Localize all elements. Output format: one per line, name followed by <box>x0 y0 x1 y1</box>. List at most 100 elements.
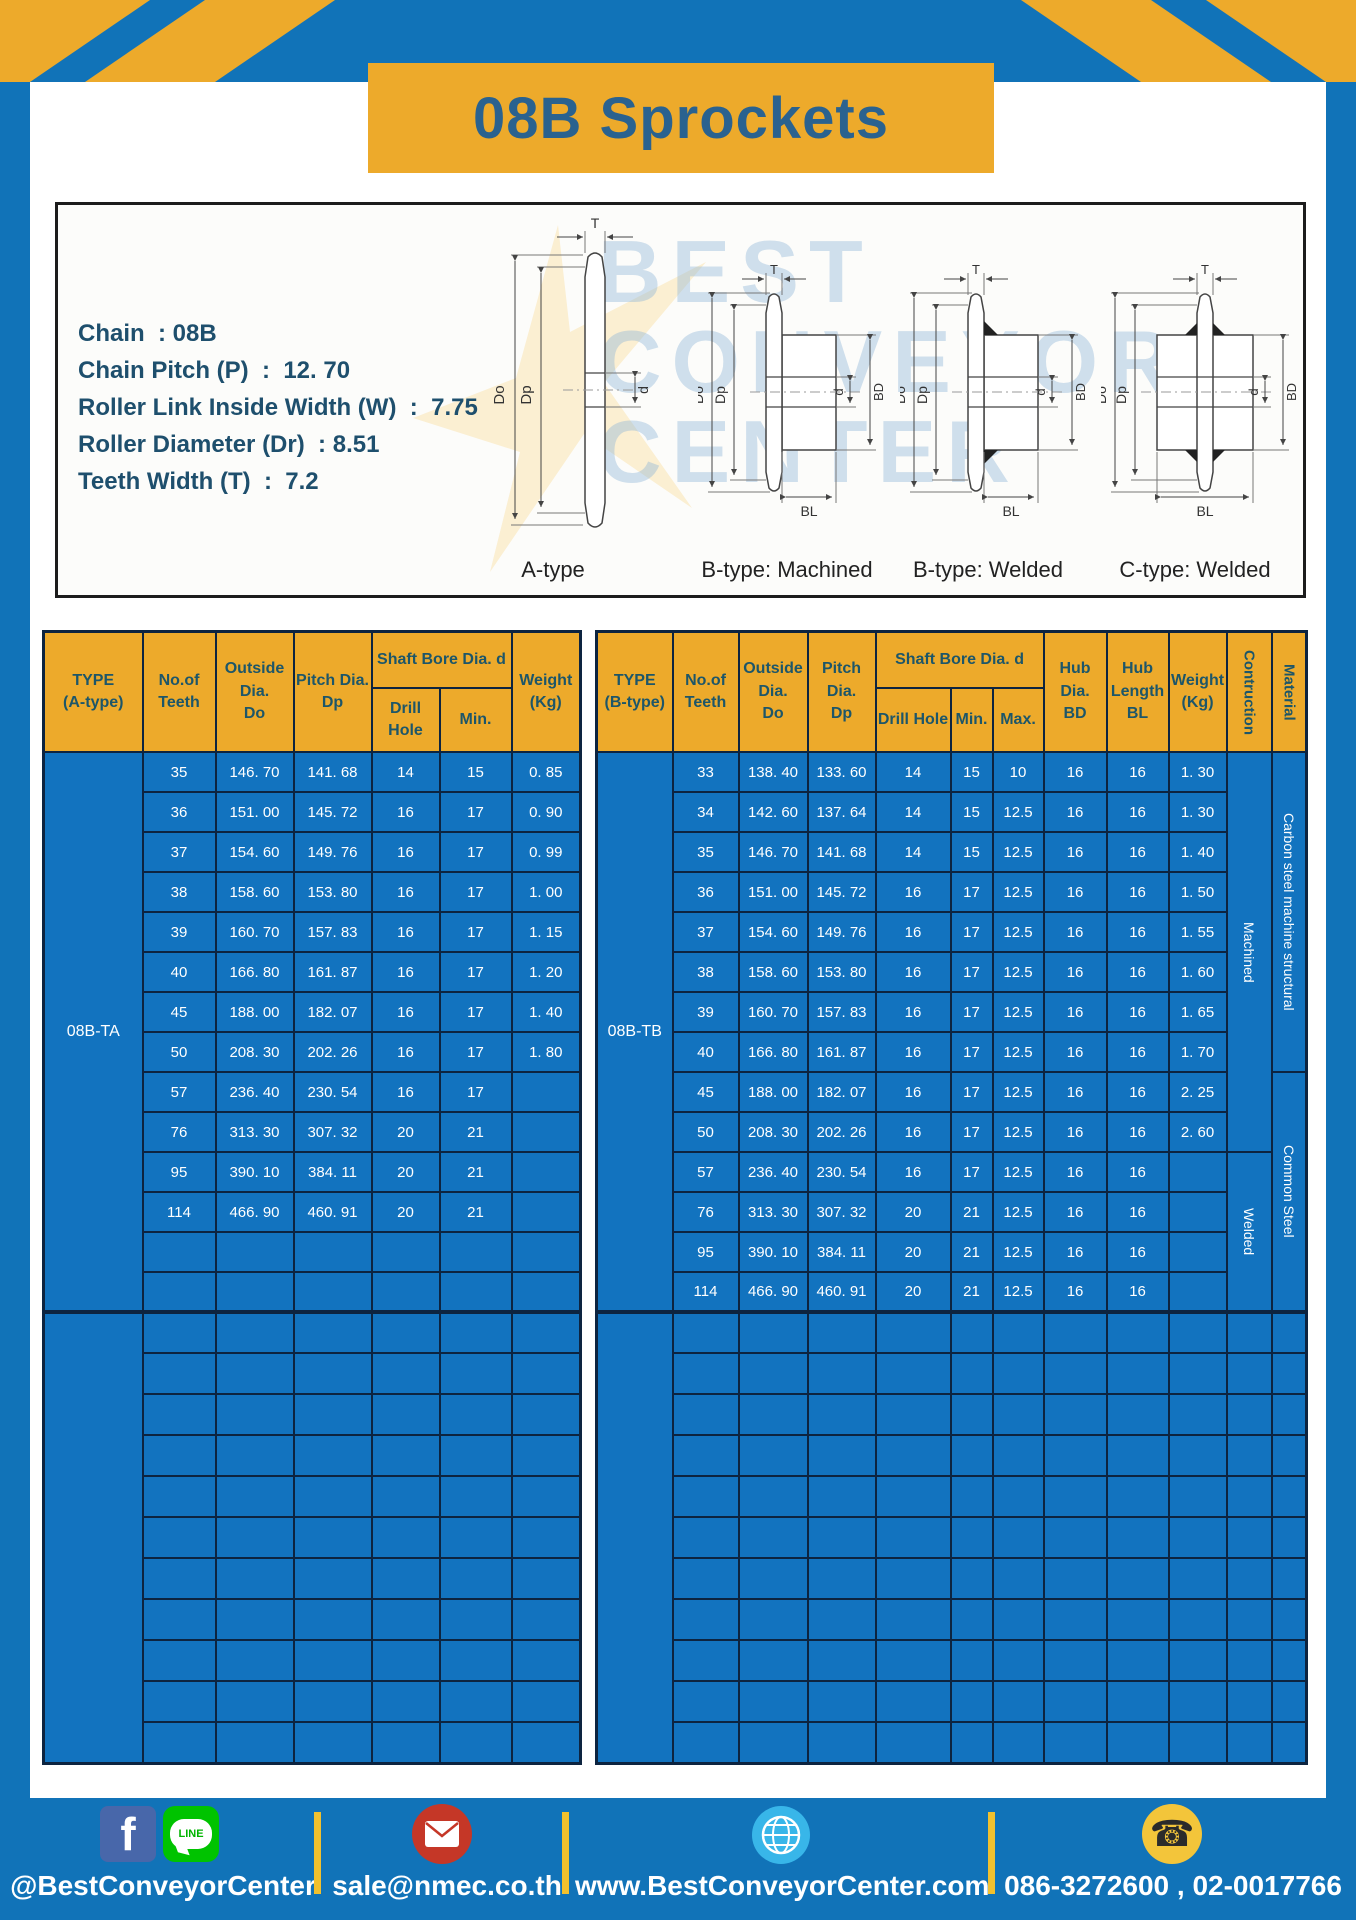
table-row: 37 154. 60 149. 76 16 17 12.5 16 16 1. 55 <box>597 911 1307 953</box>
table-cell: 16 <box>1042 871 1108 913</box>
table-row: 38 158. 60 153. 80 16 17 1. 00 <box>44 871 582 913</box>
table-cell: 16 <box>1042 1111 1108 1153</box>
header-material: Material <box>1270 630 1308 753</box>
spec-line: Roller Diameter (Dr) : 8.51 <box>78 431 380 458</box>
table-row: TYPE (B-type) No.of Teeth Outside Dia. Do P… <box>595 630 1308 753</box>
table-cell: 16 <box>874 871 952 913</box>
table-cell <box>671 1475 740 1518</box>
table-cell: 12.5 <box>991 1231 1045 1273</box>
table-row: 57 236. 40 230. 54 16 17 <box>44 1071 582 1113</box>
table-cell <box>292 1516 373 1559</box>
phone-numbers: 086-3272600 , 02-0017766 <box>1004 1870 1342 1901</box>
table-cell: 17 <box>949 951 994 993</box>
table-cell: 16 <box>370 831 441 873</box>
table-cell: 384. 11 <box>806 1231 877 1273</box>
dim-label-t: T <box>770 265 778 277</box>
table-row: 37 154. 60 149. 76 16 17 0. 99 <box>44 831 582 873</box>
table-cell <box>874 1680 952 1723</box>
table-cell <box>510 1111 582 1153</box>
table-cell: 12.5 <box>991 991 1045 1033</box>
table-cell <box>438 1680 513 1723</box>
table-cell <box>141 1352 217 1395</box>
table-cell: 154. 60 <box>737 911 809 953</box>
header-type: TYPE (B-type) <box>595 630 674 753</box>
table-cell <box>806 1557 877 1600</box>
table-cell: 17 <box>438 911 513 953</box>
table-cell <box>874 1721 952 1764</box>
table-row <box>597 1434 1308 1477</box>
table-cell <box>370 1393 441 1436</box>
table-cell: 307. 32 <box>806 1191 877 1233</box>
facebook-icon: f <box>100 1806 156 1862</box>
table-cell <box>370 1271 441 1313</box>
table-cell <box>1225 1516 1273 1559</box>
table-row: 57 236. 40 230. 54 16 17 12.5 16 16 Welded <box>597 1151 1307 1313</box>
table-cell <box>510 1071 582 1113</box>
line-bubble: LINE <box>170 1819 212 1849</box>
table-cell <box>292 1557 373 1600</box>
table-cell: 38 <box>671 951 740 993</box>
table-cell <box>141 1516 217 1559</box>
table-cell <box>1042 1598 1108 1641</box>
table-cell <box>1270 1434 1308 1477</box>
header-max: Max. <box>991 687 1045 753</box>
spec-lines: Chain : 08B Chain Pitch (P) : 12. 70 Rolle… <box>78 315 478 500</box>
table-cell <box>292 1352 373 1395</box>
table-cell <box>671 1680 740 1723</box>
table-cell: 16 <box>370 951 441 993</box>
table-cell: 2. 25 <box>1167 1071 1228 1113</box>
table-cell <box>141 1721 217 1764</box>
header-drill-hole: Drill Hole <box>874 687 952 753</box>
table-cell: 151. 00 <box>737 871 809 913</box>
table-cell <box>370 1598 441 1641</box>
table-cell: 21 <box>949 1191 994 1233</box>
table-cell: 35 <box>141 751 217 793</box>
table-cell <box>874 1434 952 1477</box>
table-cell: 17 <box>949 991 994 1033</box>
table-cell: 161. 87 <box>806 1031 877 1073</box>
table-cell <box>141 1639 217 1682</box>
table-cell: 17 <box>949 871 994 913</box>
table-cell: 146. 70 <box>737 831 809 873</box>
dim-label-do: Do <box>900 386 908 404</box>
table-cell <box>1105 1721 1170 1764</box>
table-cell: 2. 60 <box>1167 1111 1228 1153</box>
table-cell <box>214 1639 295 1682</box>
table-row: 45 188. 00 182. 07 16 17 12.5 16 16 2. 25 Common … <box>597 1071 1308 1313</box>
title-banner: 08B Sprockets <box>368 63 994 173</box>
table-cell <box>874 1639 952 1682</box>
table-cell <box>991 1721 1045 1764</box>
table-cell: 16 <box>1042 831 1108 873</box>
table-cell <box>1167 1639 1228 1682</box>
dim-label-do: Do <box>1101 386 1109 404</box>
a-type-spec-table: TYPE (A-type) No.of Teeth Outside Dia. Do P… <box>42 630 582 1765</box>
table-cell: 76 <box>141 1111 217 1153</box>
table-cell <box>874 1516 952 1559</box>
table-cell: 14 <box>874 751 952 793</box>
table-cell <box>991 1352 1045 1395</box>
table-cell: 145. 72 <box>292 791 373 833</box>
table-row: 50 208. 30 202. 26 16 17 1. 80 <box>44 1031 582 1073</box>
table-cell <box>1225 1680 1273 1723</box>
table-cell: 157. 83 <box>806 991 877 1033</box>
table-row: 08B-TB 33 138. 40 133. 60 14 15 10 16 16 1. 30 Mac… <box>595 751 1308 1313</box>
table-cell: 12.5 <box>991 871 1045 913</box>
table-cell <box>510 1271 582 1313</box>
table-cell <box>806 1310 877 1354</box>
table-row <box>44 1598 582 1641</box>
table-row: 38 158. 60 153. 80 16 17 12.5 16 16 1. 60 <box>597 951 1307 993</box>
table-cell <box>1167 1721 1228 1764</box>
table-cell <box>292 1231 373 1273</box>
table-cell: 114 <box>671 1271 740 1313</box>
table-cell <box>806 1516 877 1559</box>
table-row: 40 166. 80 161. 87 16 17 1. 20 <box>44 951 582 993</box>
table-row: 39 160. 70 157. 83 16 17 1. 15 <box>44 911 582 953</box>
globe-grid-icon <box>761 1815 801 1855</box>
material-cell: Carbon steel machine structural <box>1270 751 1308 1073</box>
table-cell <box>1167 1310 1228 1354</box>
table-cell: 17 <box>438 831 513 873</box>
table-cell <box>141 1475 217 1518</box>
table-cell: 158. 60 <box>214 871 295 913</box>
table-cell: 16 <box>1042 1151 1108 1193</box>
